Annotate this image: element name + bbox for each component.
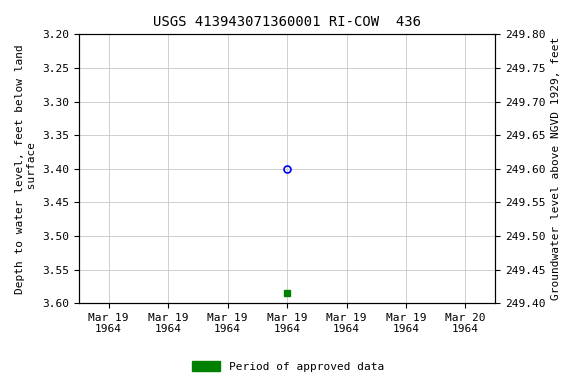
Legend: Period of approved data: Period of approved data [188,357,388,377]
Y-axis label: Groundwater level above NGVD 1929, feet: Groundwater level above NGVD 1929, feet [551,37,561,300]
Y-axis label: Depth to water level, feet below land
 surface: Depth to water level, feet below land su… [15,44,37,294]
Title: USGS 413943071360001 RI-COW  436: USGS 413943071360001 RI-COW 436 [153,15,421,29]
